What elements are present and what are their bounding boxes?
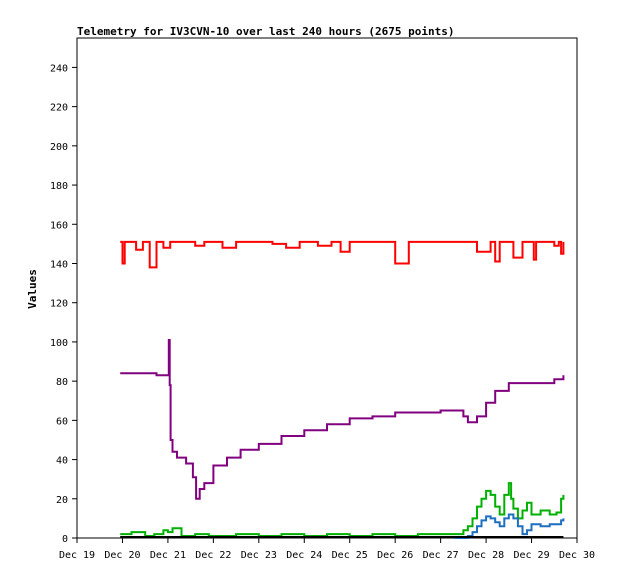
x-tick-label: Dec 30 <box>559 550 595 561</box>
x-axis: Dec 19 Dec 20 Dec 21 Dec 22 Dec 23 Dec 24 Dec … <box>59 538 595 561</box>
x-tick-label: Dec 26 <box>377 550 413 561</box>
y-tick-label: 0 <box>62 534 68 545</box>
y-tick-label: 180 <box>50 181 68 192</box>
y-tick-label: 40 <box>56 456 68 467</box>
y-tick-label: 240 <box>50 63 68 74</box>
y-tick-label: 100 <box>50 338 68 349</box>
y-tick-label: 220 <box>50 103 68 114</box>
y-tick-label: 80 <box>56 377 68 388</box>
plot-frame <box>76 37 578 539</box>
series-line-1 <box>120 339 565 500</box>
x-tick-label: Dec 20 <box>104 550 140 561</box>
y-tick-label: 20 <box>56 495 68 506</box>
y-tick-label: 200 <box>50 142 68 153</box>
y-axis: 0 20 40 60 80 100 120 140 160 180 200 220 240 <box>50 63 77 545</box>
x-tick-label: Dec 19 <box>59 550 95 561</box>
series-layer <box>120 240 565 539</box>
x-tick-label: Dec 27 <box>423 550 459 561</box>
x-tick-label: Dec 25 <box>332 550 368 561</box>
series-line-0 <box>120 240 565 269</box>
y-axis-label: Values <box>26 269 39 309</box>
y-tick-label: 160 <box>50 220 68 231</box>
series-line-3 <box>454 513 565 539</box>
series-line-2 <box>120 482 565 537</box>
chart-title: Telemetry for IV3CVN-10 over last 240 ho… <box>77 25 455 38</box>
x-tick-label: Dec 29 <box>513 550 549 561</box>
y-tick-label: 140 <box>50 259 68 270</box>
x-tick-label: Dec 21 <box>150 550 186 561</box>
y-tick-label: 120 <box>50 299 68 310</box>
x-tick-label: Dec 22 <box>195 550 231 561</box>
x-tick-label: Dec 23 <box>241 550 277 561</box>
x-tick-label: Dec 28 <box>468 550 504 561</box>
y-tick-label: 60 <box>56 416 68 427</box>
x-tick-label: Dec 24 <box>286 550 322 561</box>
